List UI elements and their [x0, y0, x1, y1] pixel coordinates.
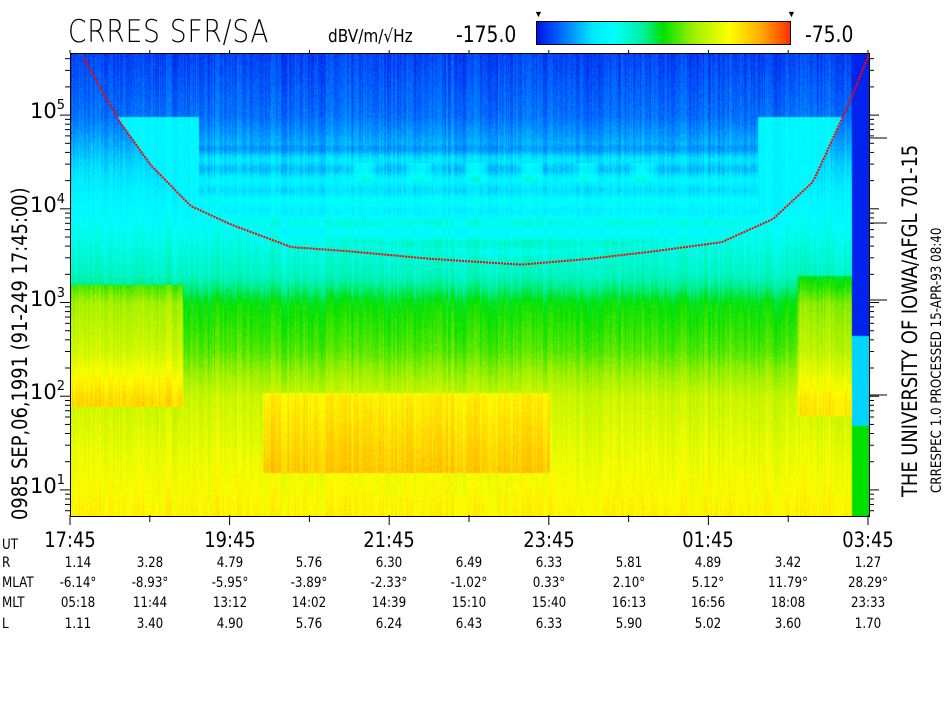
colorbar-units: dBV/m/√Hz: [328, 26, 413, 47]
x-tick-label: 01:45: [682, 528, 735, 552]
y-tick-base: 10: [30, 286, 57, 311]
row-label-r: R: [2, 555, 11, 571]
ephemeris-mlt-value: 23:33: [850, 595, 886, 611]
ephemeris-r-value: 3.28: [136, 555, 164, 571]
ephemeris-mlt-value: 11:44: [132, 595, 167, 611]
ephemeris-l-value: 1.11: [64, 616, 92, 632]
y-tick-base: 10: [30, 473, 57, 498]
ephemeris-l-value: 6.24: [375, 616, 403, 632]
spectrogram-heatmap: [71, 54, 869, 516]
ephemeris-r-value: 5.81: [615, 555, 642, 571]
ephemeris-mlat-value: 11.79°: [768, 575, 809, 591]
ephemeris-r-value: 5.76: [296, 555, 323, 571]
ephemeris-mlt-value: 16:13: [611, 595, 646, 611]
row-label-mlat: MLAT: [2, 575, 34, 591]
colorbar-max-label: -75.0: [805, 23, 854, 48]
row-label-ut: UT: [2, 537, 18, 553]
ephemeris-mlat-value: -2.33°: [370, 575, 408, 591]
ephemeris-r-value: 6.33: [535, 555, 563, 571]
orbit-date-label: 0985 SEP,06,1991 (91-249 17:45:00): [8, 187, 32, 521]
processing-label: CRRESPEC 1.0 PROCESSED 15-APR-93 08:40: [929, 227, 945, 493]
ephemeris-mlat-value: -8.93°: [131, 575, 169, 591]
ephemeris-l-value: 5.02: [695, 616, 722, 632]
colorbar-min-marker-icon: ▼: [534, 9, 543, 19]
chart-title: CRRES SFR/SA: [68, 14, 270, 50]
overlay-trace-line: [82, 54, 869, 266]
colorbar: ▼ ▼: [534, 10, 796, 45]
ephemeris-mlat-value: -1.02°: [450, 575, 488, 591]
y-tick-base: 10: [30, 380, 57, 405]
y-tick-label: 101: [30, 473, 65, 498]
ephemeris-mlat-value: -3.89°: [291, 575, 328, 591]
ephemeris-mlat-value: 0.33°: [532, 575, 566, 591]
ephemeris-r-value: 6.30: [375, 555, 403, 571]
ephemeris-r-value: 1.27: [854, 555, 882, 571]
ephemeris-mlt-value: 13:12: [212, 595, 247, 611]
ephemeris-r-value: 6.49: [455, 555, 483, 571]
overlay-trace-layer: [82, 54, 869, 266]
ephemeris-l-value: 6.33: [535, 616, 563, 632]
y-tick-label: 104: [30, 192, 65, 217]
ephemeris-r-value: 3.42: [774, 555, 802, 571]
ephemeris-mlat-value: 28.29°: [847, 575, 889, 591]
y-tick-label: 105: [30, 98, 65, 123]
colorbar-min-label: -175.0: [456, 23, 517, 48]
institution-label: THE UNIVERSITY OF IOWA/AFGL 701-15: [898, 144, 922, 497]
ephemeris-r-value: 4.89: [695, 555, 722, 571]
ephemeris-mlt-value: 14:02: [292, 595, 327, 611]
ephemeris-l-value: 3.60: [774, 616, 802, 632]
ephemeris-mlt-value: 16:56: [691, 595, 726, 611]
ephemeris-l-value: 5.76: [296, 616, 323, 632]
y-tick-base: 10: [30, 192, 57, 217]
ephemeris-mlat-value: 2.10°: [612, 575, 645, 591]
ephemeris-mlat-value: -5.95°: [211, 575, 248, 591]
ephemeris-mlt-value: 18:08: [771, 595, 806, 611]
ephemeris-mlt-value: 15:10: [451, 595, 487, 611]
ephemeris-r-value: 1.14: [64, 555, 92, 571]
y-tick-exponent: 2: [56, 379, 66, 395]
colorbar-max-marker-icon: ▼: [787, 9, 796, 19]
x-tick-label: 21:45: [363, 528, 415, 552]
ephemeris-l-value: 4.90: [216, 616, 243, 632]
ephemeris-l-value: 3.40: [136, 616, 164, 632]
ephemeris-r-value: 4.79: [216, 555, 243, 571]
x-tick-label: 23:45: [523, 528, 575, 552]
ephemeris-mlat-value: -6.14°: [59, 575, 97, 591]
ephemeris-mlt-value: 14:39: [372, 595, 407, 611]
row-label-mlt: MLT: [2, 595, 25, 611]
y-tick-exponent: 1: [56, 472, 66, 488]
ephemeris-mlat-value: 5.12°: [692, 575, 725, 591]
y-tick-label: 102: [30, 379, 65, 404]
spectrogram-plot: [70, 53, 870, 517]
y-tick-exponent: 3: [56, 285, 66, 301]
y-tick-exponent: 5: [56, 98, 66, 114]
x-tick-label: 19:45: [203, 528, 256, 552]
ephemeris-l-value: 6.43: [455, 616, 483, 632]
ephemeris-mlt-value: 15:40: [531, 595, 566, 611]
y-tick-base: 10: [30, 99, 57, 124]
x-tick-label: 03:45: [842, 528, 894, 552]
ephemeris-l-value: 1.70: [854, 616, 882, 632]
y-tick-exponent: 4: [56, 191, 66, 207]
ephemeris-mlt-value: 05:18: [60, 595, 96, 611]
x-tick-label: 17:45: [44, 528, 96, 552]
row-label-l: L: [2, 616, 9, 632]
ephemeris-l-value: 5.90: [615, 616, 642, 632]
y-tick-label: 103: [30, 286, 65, 311]
